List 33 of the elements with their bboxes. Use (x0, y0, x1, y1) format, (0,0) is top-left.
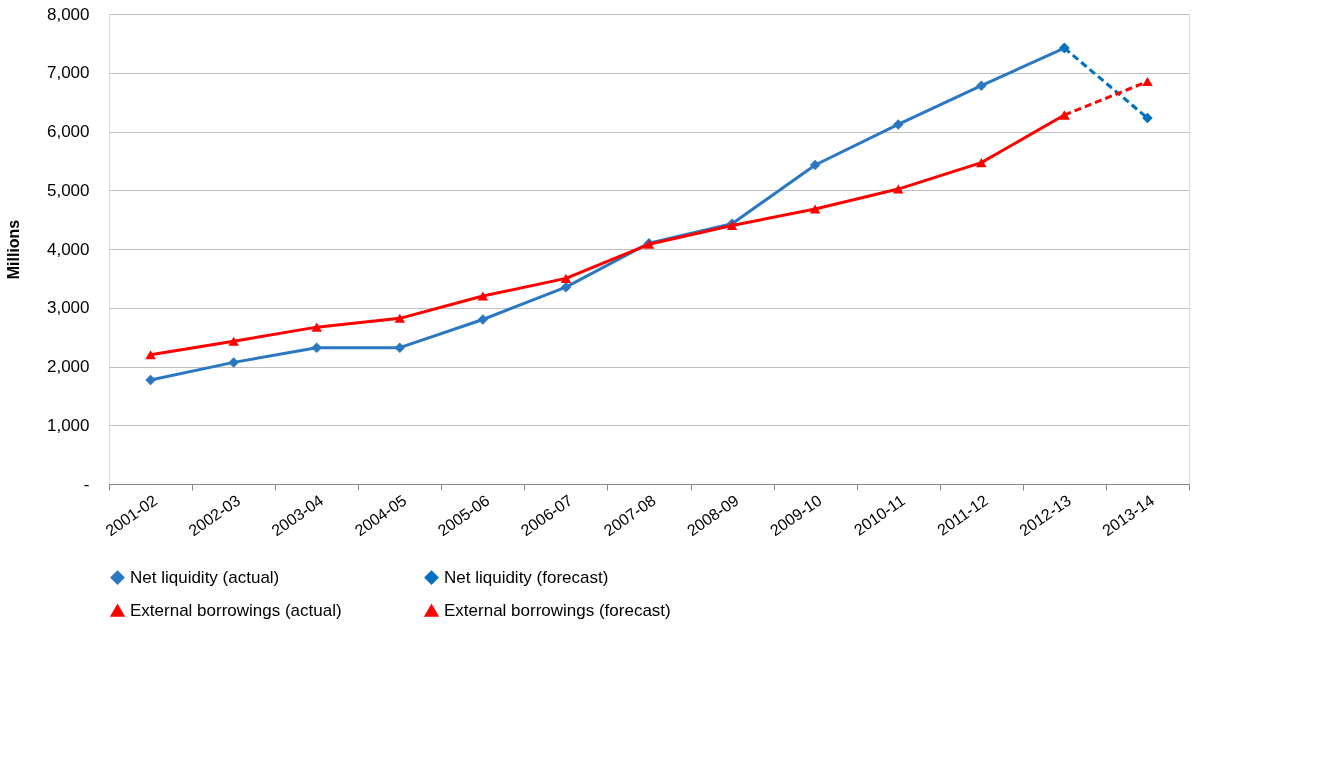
y-tick-label: 8,000 (46, 4, 90, 24)
point (228, 336, 239, 346)
y-tick-label: 6,000 (46, 122, 90, 141)
point (477, 291, 489, 301)
point (892, 184, 904, 194)
point (1059, 110, 1070, 120)
y-tick-label: 2,000 (46, 357, 90, 376)
point (809, 159, 821, 171)
y-tick-label: 7,000 (46, 63, 90, 83)
legend-label: External borrowings (forecast) (444, 600, 671, 620)
legend-label: Net liquidity (forecast) (444, 567, 609, 587)
point (1142, 112, 1153, 124)
point (311, 342, 322, 353)
y-tick-label: 5,000 (46, 180, 90, 200)
y-axis-title: Millions (4, 219, 22, 280)
point (394, 313, 406, 323)
y-tick-label: 4,000 (46, 239, 90, 259)
point (976, 158, 987, 168)
point (892, 119, 904, 130)
y-tick-label: 3,000 (46, 298, 90, 318)
legend-label: Net liquidity (actual) (130, 567, 280, 587)
point (976, 80, 987, 91)
point (394, 342, 406, 353)
legend-label: External borrowings (actual) (130, 600, 342, 620)
point (560, 273, 572, 283)
point (311, 322, 322, 332)
point (809, 204, 821, 214)
point (145, 350, 156, 360)
point (228, 357, 239, 368)
point (145, 374, 156, 386)
y-tick-label: 1,000 (46, 415, 90, 435)
point (477, 314, 489, 325)
y-tick-label: - (83, 474, 90, 494)
